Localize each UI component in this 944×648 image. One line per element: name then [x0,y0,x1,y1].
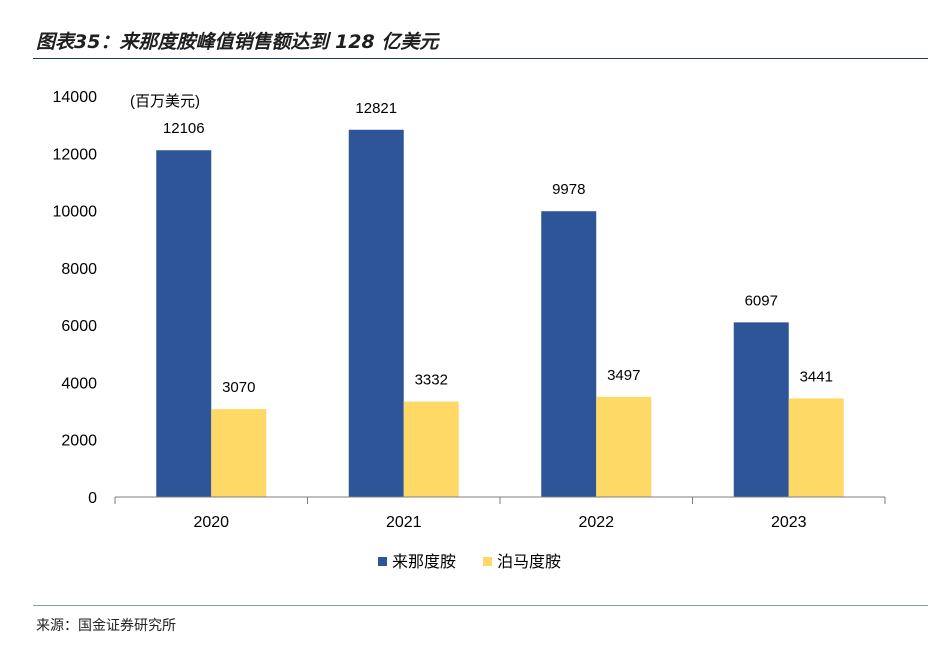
data-label: 9978 [552,181,585,198]
data-label: 12821 [355,100,397,117]
data-label: 3332 [415,372,448,389]
x-tick-label: 2023 [771,514,807,531]
bar-series-2 [789,398,844,497]
legend-swatch [378,557,387,566]
bar-series-2 [404,402,459,497]
data-labels-group: 12106 3070 12821 3332 9978 3497 6097 3441 [163,100,833,396]
y-tick-label: 6000 [61,318,97,335]
source-note: 来源：国金证券研究所 [36,615,176,635]
legend-label: 泊马度胺 [497,553,561,571]
y-tick-label: 0 [88,490,97,507]
data-label: 6097 [745,292,778,309]
data-label: 3497 [607,367,640,384]
axes-group [115,497,885,504]
x-axis-tick-labels: 2020 2021 2022 2023 [193,514,806,531]
bar-series-1 [349,130,404,497]
data-label: 12106 [163,120,205,137]
x-tick-label: 2021 [386,514,422,531]
y-tick-label: 10000 [53,204,98,221]
data-label: 3441 [800,368,833,385]
legend-swatch [483,557,492,566]
legend: 来那度胺 泊马度胺 [378,553,561,571]
x-tick-label: 2020 [193,514,229,531]
y-tick-label: 8000 [61,261,97,278]
x-tick-label: 2022 [578,514,614,531]
bar-series-1 [156,150,211,497]
bar-series-2 [596,397,651,497]
legend-label: 来那度胺 [392,553,456,571]
y-tick-label: 12000 [53,146,98,163]
bars-group [156,130,844,497]
y-axis-tick-labels: 0 2000 4000 6000 8000 10000 12000 14000 [53,89,98,507]
bar-series-1 [734,322,789,497]
footer-divider [33,605,928,606]
y-tick-label: 14000 [53,89,98,106]
data-label: 3070 [222,379,255,396]
bar-series-2 [211,409,266,497]
y-tick-label: 4000 [61,375,97,392]
bar-series-1 [541,211,596,497]
y-axis-unit-label: (百万美元) [130,93,200,110]
y-tick-label: 2000 [61,433,97,450]
